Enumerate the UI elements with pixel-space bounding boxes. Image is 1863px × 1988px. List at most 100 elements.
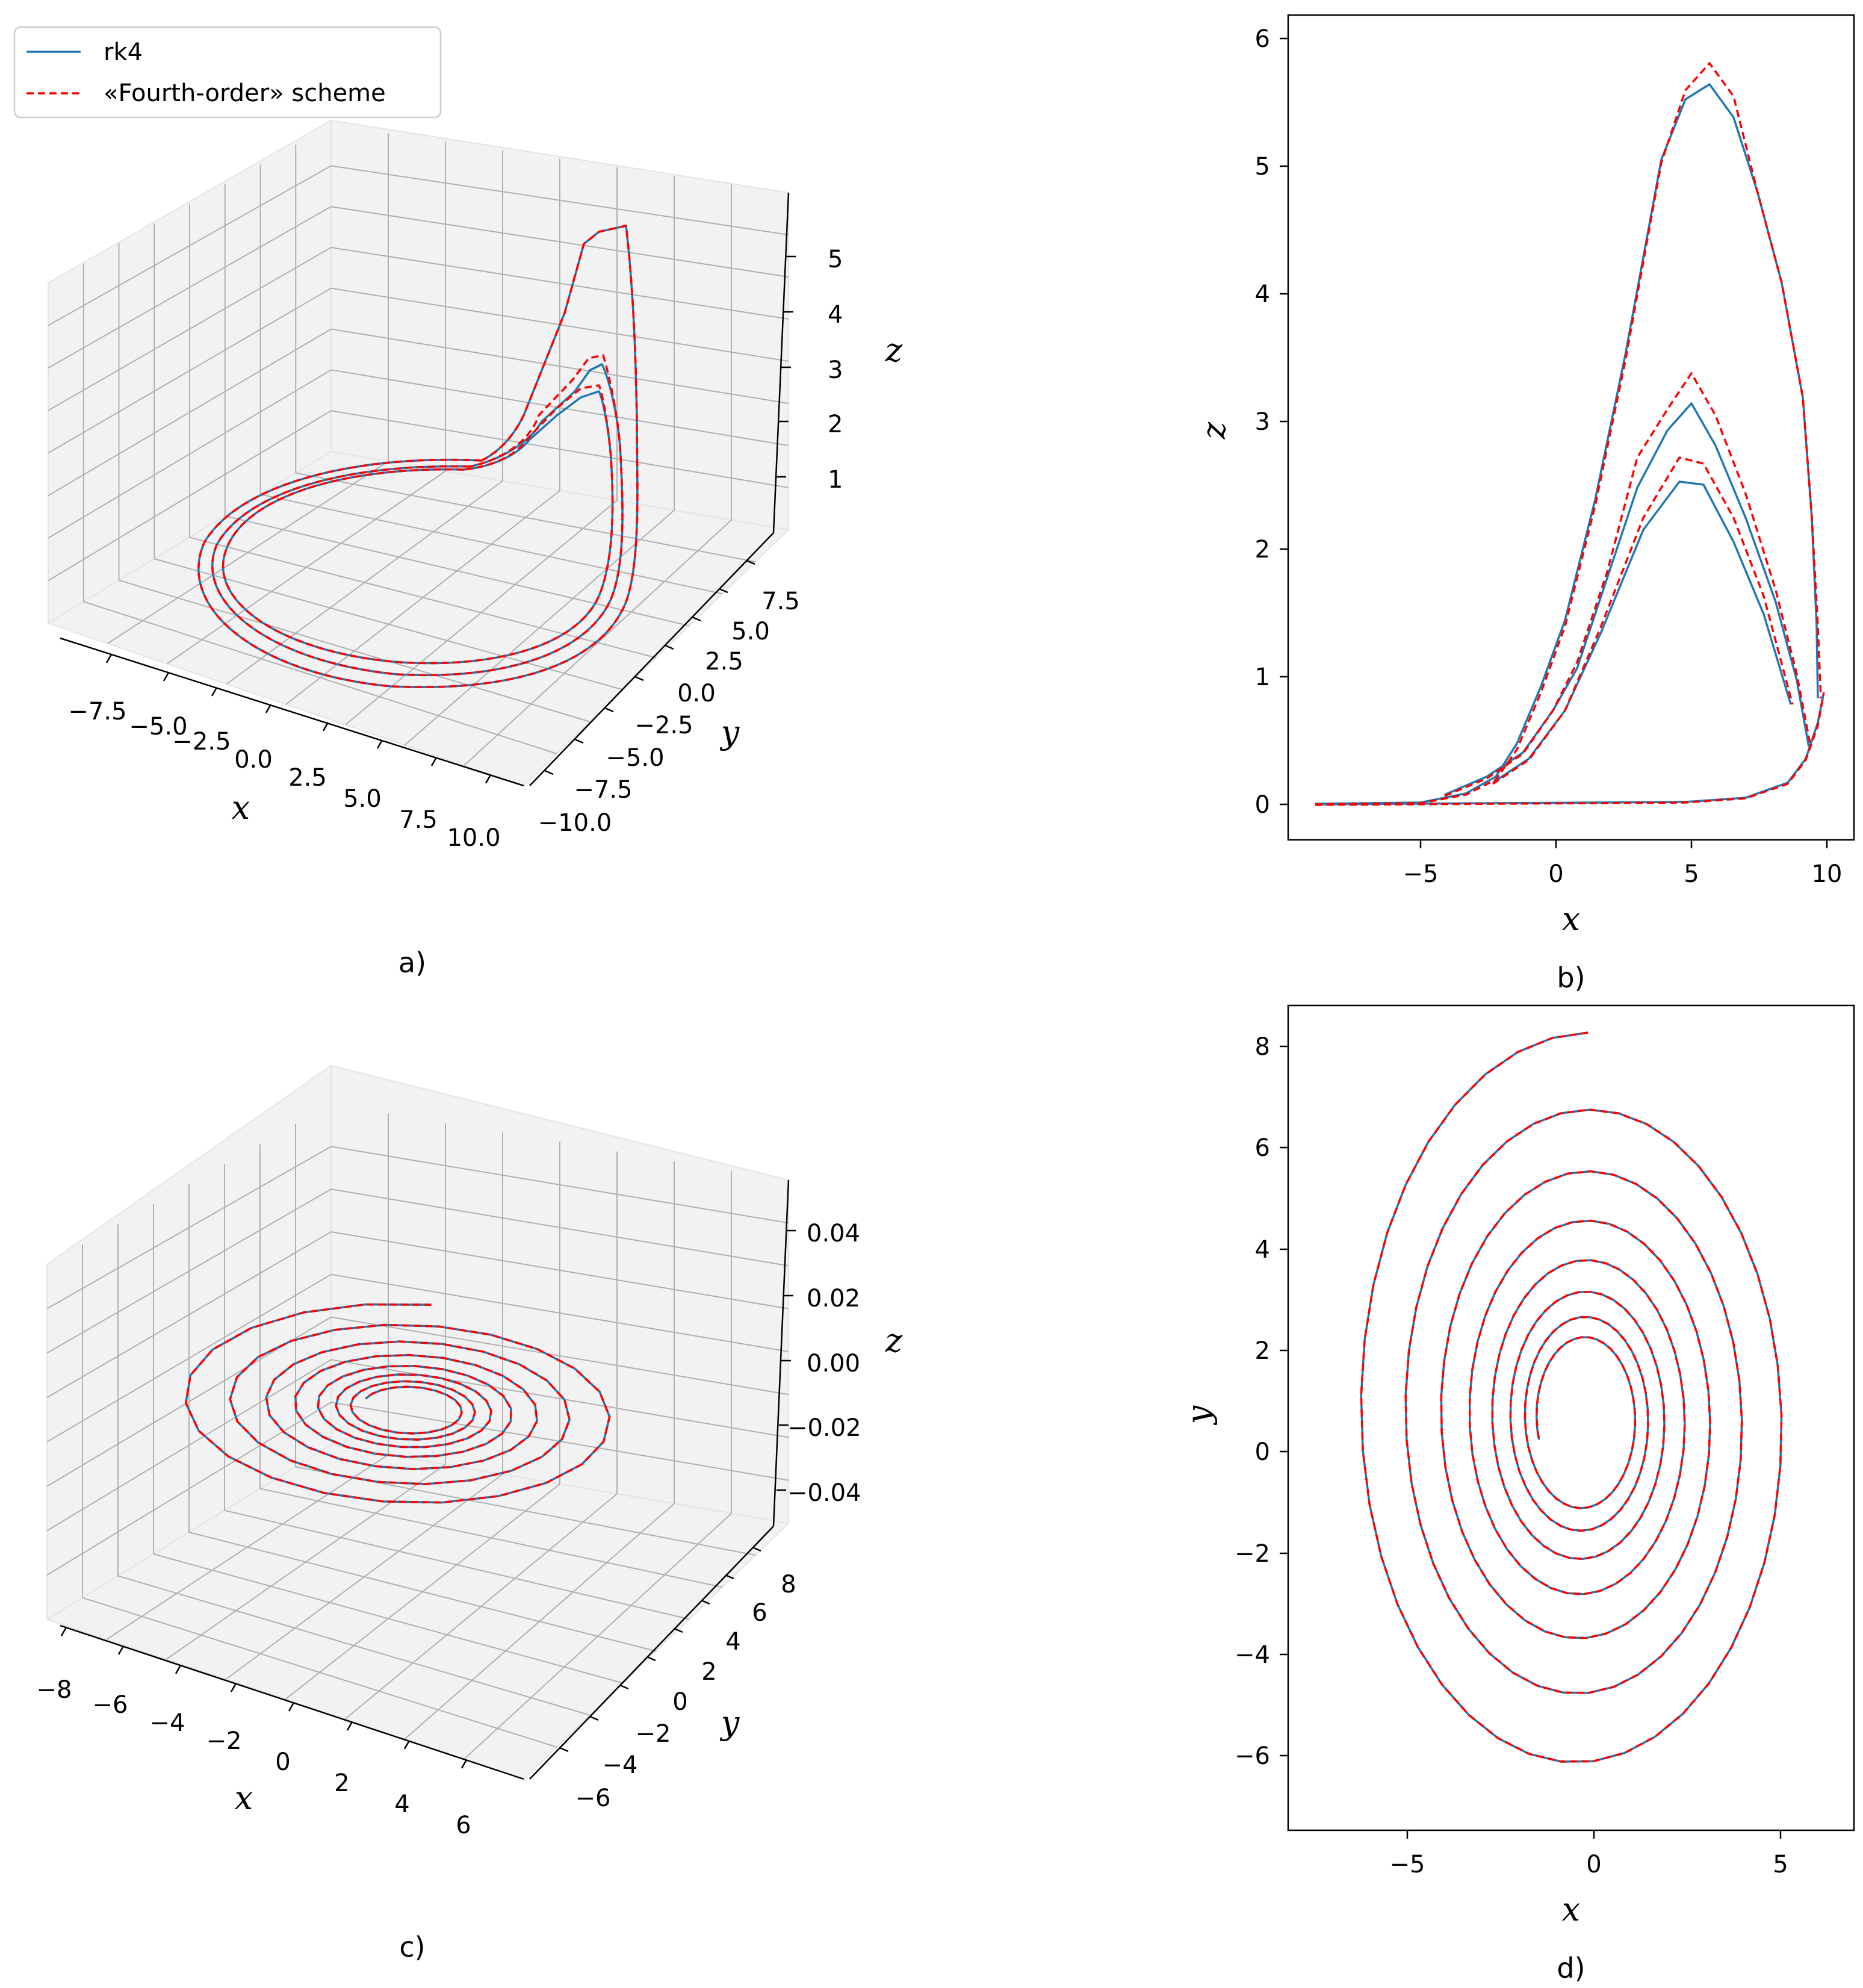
panel-c-wall-gridline bbox=[46, 1316, 789, 1487]
panel-c-x-tick-mark bbox=[288, 1702, 295, 1712]
panel-a-ticks bbox=[105, 255, 796, 784]
panel-c-ytick: −6 bbox=[575, 1785, 611, 1812]
panel-c-xtick: 6 bbox=[456, 1812, 471, 1839]
panel-a-gridlines bbox=[48, 133, 789, 766]
panel-a-x-tick-mark bbox=[163, 672, 170, 682]
panel-b-fourth-order-mid-peak bbox=[1444, 372, 1812, 797]
panel-a-ztick: 3 bbox=[828, 356, 843, 384]
panel-c-panes bbox=[45, 1064, 790, 1780]
panel-a-floor-gridline bbox=[345, 500, 618, 725]
panel-c-caption: c) bbox=[399, 1931, 425, 1963]
panel-d-ytick: 4 bbox=[1255, 1236, 1270, 1264]
panel-a-xtick: −2.5 bbox=[172, 728, 231, 756]
panel-c-wall-gridline bbox=[46, 1188, 789, 1354]
panel-d-ytick: −4 bbox=[1235, 1641, 1270, 1669]
panel-a-z-tick-labels: 1 2 3 4 5 bbox=[828, 246, 843, 494]
panel-c-ztick: 0.00 bbox=[807, 1350, 860, 1378]
panel-c-axes bbox=[60, 1179, 790, 1780]
panel-b-xtick: −5 bbox=[1403, 860, 1439, 888]
panel-d-ticks bbox=[1280, 1045, 1782, 1839]
panel-a-floor-gridline bbox=[404, 509, 675, 746]
panel-c-ytick: 4 bbox=[725, 1628, 740, 1656]
panel-c-z-tick-labels: 0.04 0.02 0.00 −0.02 −0.04 bbox=[787, 1220, 861, 1507]
panel-a-x-tick-mark bbox=[376, 739, 383, 749]
panel-c-y-tick-mark bbox=[589, 1715, 599, 1721]
panel-a-floor-gridline bbox=[296, 472, 756, 563]
panel-b-ytick: 6 bbox=[1255, 25, 1270, 53]
panel-a-ztick: 5 bbox=[828, 246, 843, 273]
panel-a-y-tick-mark bbox=[634, 676, 644, 682]
panel-a-floor-gridline bbox=[225, 515, 690, 627]
panel-a-wall-gridline bbox=[48, 410, 789, 582]
panel-c-ytick: 2 bbox=[701, 1658, 716, 1686]
panel-b-ytick: 2 bbox=[1255, 536, 1270, 564]
panel-a-xtick: 10.0 bbox=[447, 824, 500, 852]
panel-d-ytick: 8 bbox=[1255, 1033, 1270, 1061]
panel-a-x-tick-mark bbox=[105, 654, 113, 663]
panel-d: −5 0 5 8 6 4 2 0 −2 −4 −6 x y d) bbox=[1180, 1004, 1855, 1984]
panel-d-traces bbox=[1360, 1031, 1783, 1763]
panel-b-x-tick-labels: −5 0 5 10 bbox=[1403, 860, 1843, 888]
panel-d-ytick: 6 bbox=[1255, 1134, 1270, 1162]
panel-d-fourth-order-spiral bbox=[1360, 1031, 1783, 1763]
panel-c-wall-gridline bbox=[46, 1402, 789, 1576]
panel-c-ylabel: y bbox=[720, 1704, 740, 1742]
panel-a-xtick: −7.5 bbox=[68, 698, 126, 725]
panel-b-xtick: 10 bbox=[1812, 860, 1843, 888]
panel-c-xtick: −8 bbox=[37, 1676, 72, 1704]
panel-b-fourth-order-flat bbox=[1315, 692, 1825, 806]
panel-c-x-tick-mark bbox=[346, 1721, 353, 1731]
panel-c: −8 −6 −4 −2 0 2 4 6 −6 −4 −2 0 2 4 6 8 0… bbox=[37, 1064, 903, 1963]
panel-c-floor-gridline bbox=[344, 1493, 618, 1720]
panel-a-ytick: 7.5 bbox=[761, 588, 800, 615]
panel-c-gridlines bbox=[46, 1113, 789, 1760]
panel-c-x-tick-mark bbox=[175, 1665, 182, 1674]
panel-c-x-tick-mark bbox=[460, 1759, 468, 1769]
panel-c-y-tick-mark bbox=[646, 1656, 656, 1662]
panel-d-frame bbox=[1287, 1004, 1855, 1831]
panel-c-ytick: 8 bbox=[781, 1571, 796, 1598]
panel-b-ytick: 1 bbox=[1255, 663, 1270, 691]
panel-c-y-tick-mark bbox=[752, 1546, 761, 1552]
panel-a-y-tick-mark bbox=[544, 769, 554, 775]
panel-c-floor-gridline bbox=[224, 1509, 690, 1620]
panel-c-ytick: 6 bbox=[752, 1599, 767, 1627]
panel-c-y-tick-mark bbox=[559, 1747, 569, 1753]
panel-c-ztick: 0.04 bbox=[807, 1220, 860, 1247]
panel-c-y-tick-mark bbox=[619, 1684, 629, 1690]
panel-c-y-tick-mark bbox=[701, 1599, 710, 1605]
panel-c-zlabel: z bbox=[885, 1322, 903, 1359]
panel-b-fourth-order-big-peak bbox=[1315, 62, 1822, 806]
panel-a-floor-gridline bbox=[463, 520, 732, 766]
panel-c-ticks bbox=[60, 1229, 796, 1769]
panel-a-x-tick-mark bbox=[430, 757, 438, 766]
panel-a-z-axis bbox=[772, 192, 790, 533]
panel-a-ytick: −5.0 bbox=[606, 744, 664, 772]
panel-a-xtick: 7.5 bbox=[399, 806, 438, 834]
panel-a-y-tick-mark bbox=[746, 559, 755, 565]
panel-c-ytick: −2 bbox=[636, 1720, 671, 1748]
panel-c-x-tick-mark bbox=[403, 1740, 411, 1750]
panel-a-ytick: −2.5 bbox=[634, 712, 693, 739]
panel-b: −5 0 5 10 0 1 2 3 4 5 6 x z b) bbox=[1195, 14, 1855, 994]
panel-a-y-tick-mark bbox=[604, 707, 614, 713]
panel-b-caption: b) bbox=[1557, 961, 1585, 994]
panel-b-rk4-low-peak bbox=[1492, 480, 1792, 784]
panel-b-ytick: 5 bbox=[1255, 153, 1270, 181]
panel-a: −7.5 −5.0 −2.5 0.0 2.5 5.0 7.5 10.0 −10.… bbox=[13, 26, 903, 979]
panel-c-wall-gridline bbox=[46, 1231, 789, 1399]
panel-d-ytick: 2 bbox=[1255, 1337, 1270, 1365]
panel-b-xtick: 0 bbox=[1548, 860, 1563, 888]
panel-a-legend: rk4 «Fourth-order» scheme bbox=[13, 26, 442, 119]
panel-a-ytick: 5.0 bbox=[731, 618, 770, 645]
panel-a-xtick: 5.0 bbox=[343, 785, 382, 813]
panel-c-floor-gridline bbox=[285, 1483, 560, 1700]
panel-b-xlabel: x bbox=[1562, 900, 1580, 938]
panel-d-ylabel: y bbox=[1180, 1405, 1218, 1425]
panel-a-x-tick-mark bbox=[265, 704, 272, 713]
panel-c-xtick: −6 bbox=[93, 1691, 128, 1719]
panel-c-floor-gridline bbox=[463, 1513, 732, 1760]
panel-c-xtick: 4 bbox=[394, 1791, 409, 1818]
panel-b-ytick: 4 bbox=[1255, 281, 1270, 308]
